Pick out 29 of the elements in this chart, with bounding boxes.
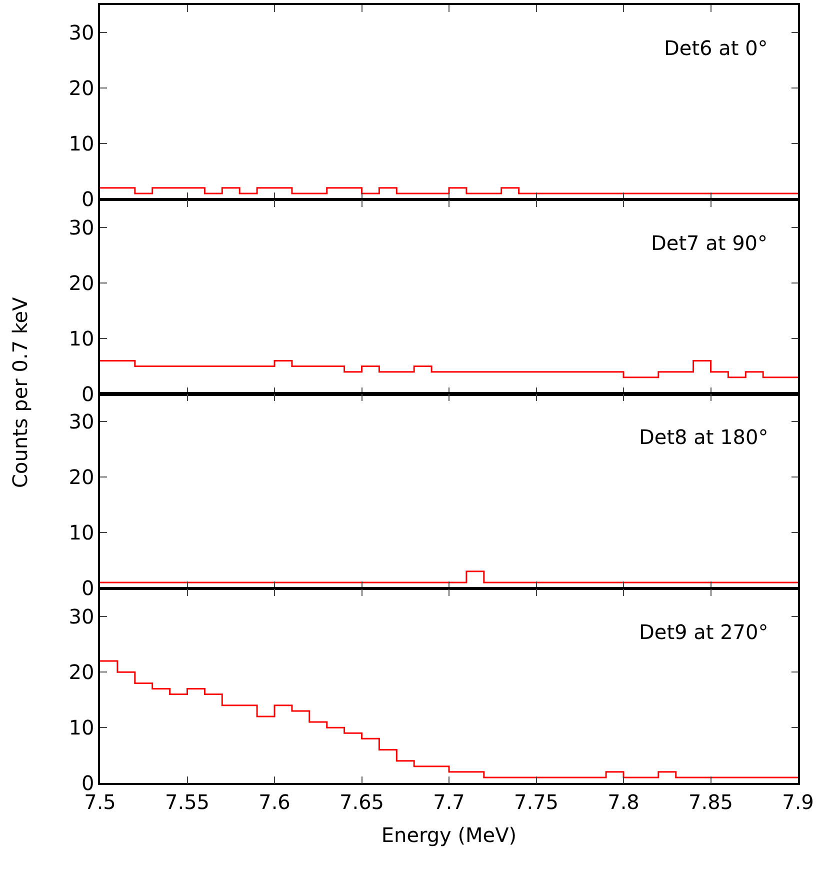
y-tick-label: 30	[68, 20, 94, 45]
y-tick-label: 20	[68, 271, 94, 296]
y-tick-label: 10	[68, 326, 94, 351]
y-tick-label: 0	[82, 576, 94, 600]
text: Det8 at 180°	[639, 425, 768, 449]
y-tick-label: 0	[82, 382, 94, 406]
x-axis-title: Energy (MeV)	[381, 822, 517, 847]
y-tick-label: 10	[68, 716, 94, 740]
x-tick-label: 7.9	[782, 790, 814, 814]
x-tick-label: 7.75	[514, 790, 559, 814]
y-tick-label: 20	[68, 660, 94, 684]
text: Det9 at 270°	[639, 620, 768, 644]
y-tick-label: 10	[68, 132, 94, 156]
y-tick-label: 30	[68, 216, 94, 240]
x-tick-label: 7.8	[608, 790, 640, 814]
x-tick-label: 7.6	[258, 790, 290, 814]
y-tick-label: 10	[68, 520, 94, 545]
y-tick-label: 30	[68, 604, 94, 629]
text: Det7 at 90°	[651, 231, 768, 255]
x-tick-label: 7.85	[688, 790, 734, 814]
y-tick-label: 0	[82, 187, 94, 211]
y-tick-label: 20	[68, 465, 94, 490]
y-axis-title: Counts per 0.7 keV	[8, 296, 32, 488]
y-tick-label: 30	[68, 410, 94, 434]
x-tick-label: 7.65	[339, 790, 384, 814]
x-tick-label: 7.7	[433, 790, 465, 814]
text: Det6 at 0°	[664, 36, 768, 60]
y-tick-label: 20	[68, 76, 94, 100]
x-tick-label: 7.55	[164, 790, 210, 814]
